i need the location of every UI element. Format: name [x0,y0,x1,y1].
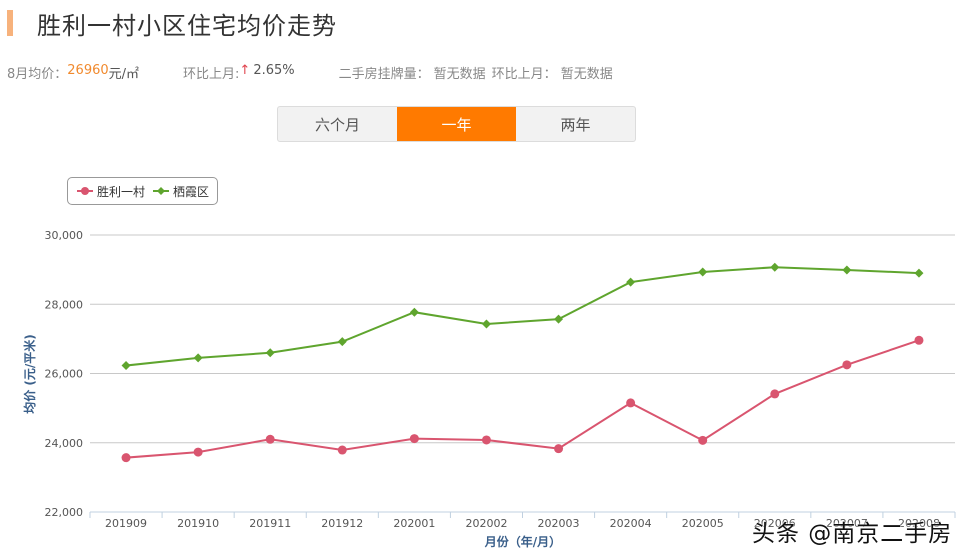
data-point[interactable] [409,434,419,444]
tab-one-year[interactable]: 一年 [397,107,516,141]
data-point[interactable] [842,265,852,275]
tab-two-years[interactable]: 两年 [560,115,591,134]
x-tick-label: 202004 [610,517,652,530]
avg-price-label: 8月均价： [7,67,68,82]
circle-marker-icon [77,187,93,195]
chart-legend: 胜利一村 栖霞区 [67,177,218,205]
x-tick-label: 202002 [465,517,507,530]
x-tick-label: 201909 [105,517,147,530]
x-tick-label: 201912 [321,517,363,530]
tab-six-months[interactable]: 六个月 [314,115,360,134]
diamond-marker-icon [153,187,169,195]
x-tick-label: 202005 [682,517,724,530]
x-tick-label: 202007 [826,517,868,530]
avg-price-stat: 8月均价： 26960 元/㎡ [7,63,139,82]
data-point[interactable] [337,337,347,347]
avg-price-unit: 元/㎡ [108,67,140,82]
title-bar: 胜利一村小区住宅均价走势 [0,8,337,40]
data-point[interactable] [265,434,275,444]
legend-item-qixia[interactable]: 栖霞区 [153,183,209,200]
data-point[interactable] [265,348,275,358]
data-point[interactable] [337,445,347,455]
data-point[interactable] [554,314,564,324]
y-tick-label: 28,000 [45,298,84,311]
data-point[interactable] [770,389,780,399]
up-arrow-icon: ↑ [239,63,251,78]
watermark: 头条 @南京二手房 [752,521,953,547]
avg-price-value: 26960 [67,63,109,78]
data-point[interactable] [626,277,636,287]
data-point[interactable] [193,353,203,363]
y-axis-title: 均价 (元/平米) [22,334,37,414]
y-tick-label: 24,000 [45,437,84,450]
data-point[interactable] [842,360,852,370]
period-tabs: 六个月 一年 两年 [277,106,636,142]
data-point[interactable] [481,435,491,445]
listing-label: 二手房挂牌量： [338,67,430,82]
page-title: 胜利一村小区住宅均价走势 [37,11,337,40]
data-point[interactable] [698,435,708,445]
x-tick-label: 202003 [538,517,580,530]
data-point[interactable] [698,267,708,277]
data-point[interactable] [193,447,203,457]
legend-item-shenglicun[interactable]: 胜利一村 [77,183,145,200]
listing-value: 暂无数据 [433,67,486,82]
legend-label: 栖霞区 [173,184,210,199]
x-tick-label: 202008 [898,517,940,530]
x-tick-label: 202006 [754,517,796,530]
y-tick-label: 30,000 [45,229,84,242]
data-point[interactable] [121,361,131,371]
title-accent-bar [7,10,13,36]
data-point[interactable] [914,268,924,278]
data-point[interactable] [409,307,419,317]
series-line [125,266,920,367]
x-tick-label: 201911 [249,517,291,530]
data-point[interactable] [121,453,131,463]
data-point[interactable] [554,444,564,454]
listing-stat: 二手房挂牌量： 暂无数据 环比上月： 暂无数据 [339,63,613,82]
data-point[interactable] [626,398,636,408]
x-tick-label: 201910 [177,517,219,530]
series-line [125,339,920,459]
data-point[interactable] [481,319,491,329]
mom-stat: 环比上月: ↑ 2.65% [183,63,295,82]
legend-label: 胜利一村 [97,184,146,199]
y-tick-label: 22,000 [45,506,84,519]
mom-label: 环比上月: [183,67,240,82]
x-axis-title: 月份（年/月） [484,534,561,549]
listing-mom-label: 环比上月： [491,67,557,82]
listing-mom-value: 暂无数据 [560,67,613,82]
data-point[interactable] [914,335,924,345]
data-point[interactable] [770,262,780,272]
stats-line: 8月均价： 26960 元/㎡ 环比上月: ↑ 2.65% 二手房挂牌量： 暂无… [7,63,613,82]
mom-value: 2.65% [253,63,295,78]
y-tick-label: 26,000 [45,368,84,381]
x-tick-label: 202001 [393,517,435,530]
